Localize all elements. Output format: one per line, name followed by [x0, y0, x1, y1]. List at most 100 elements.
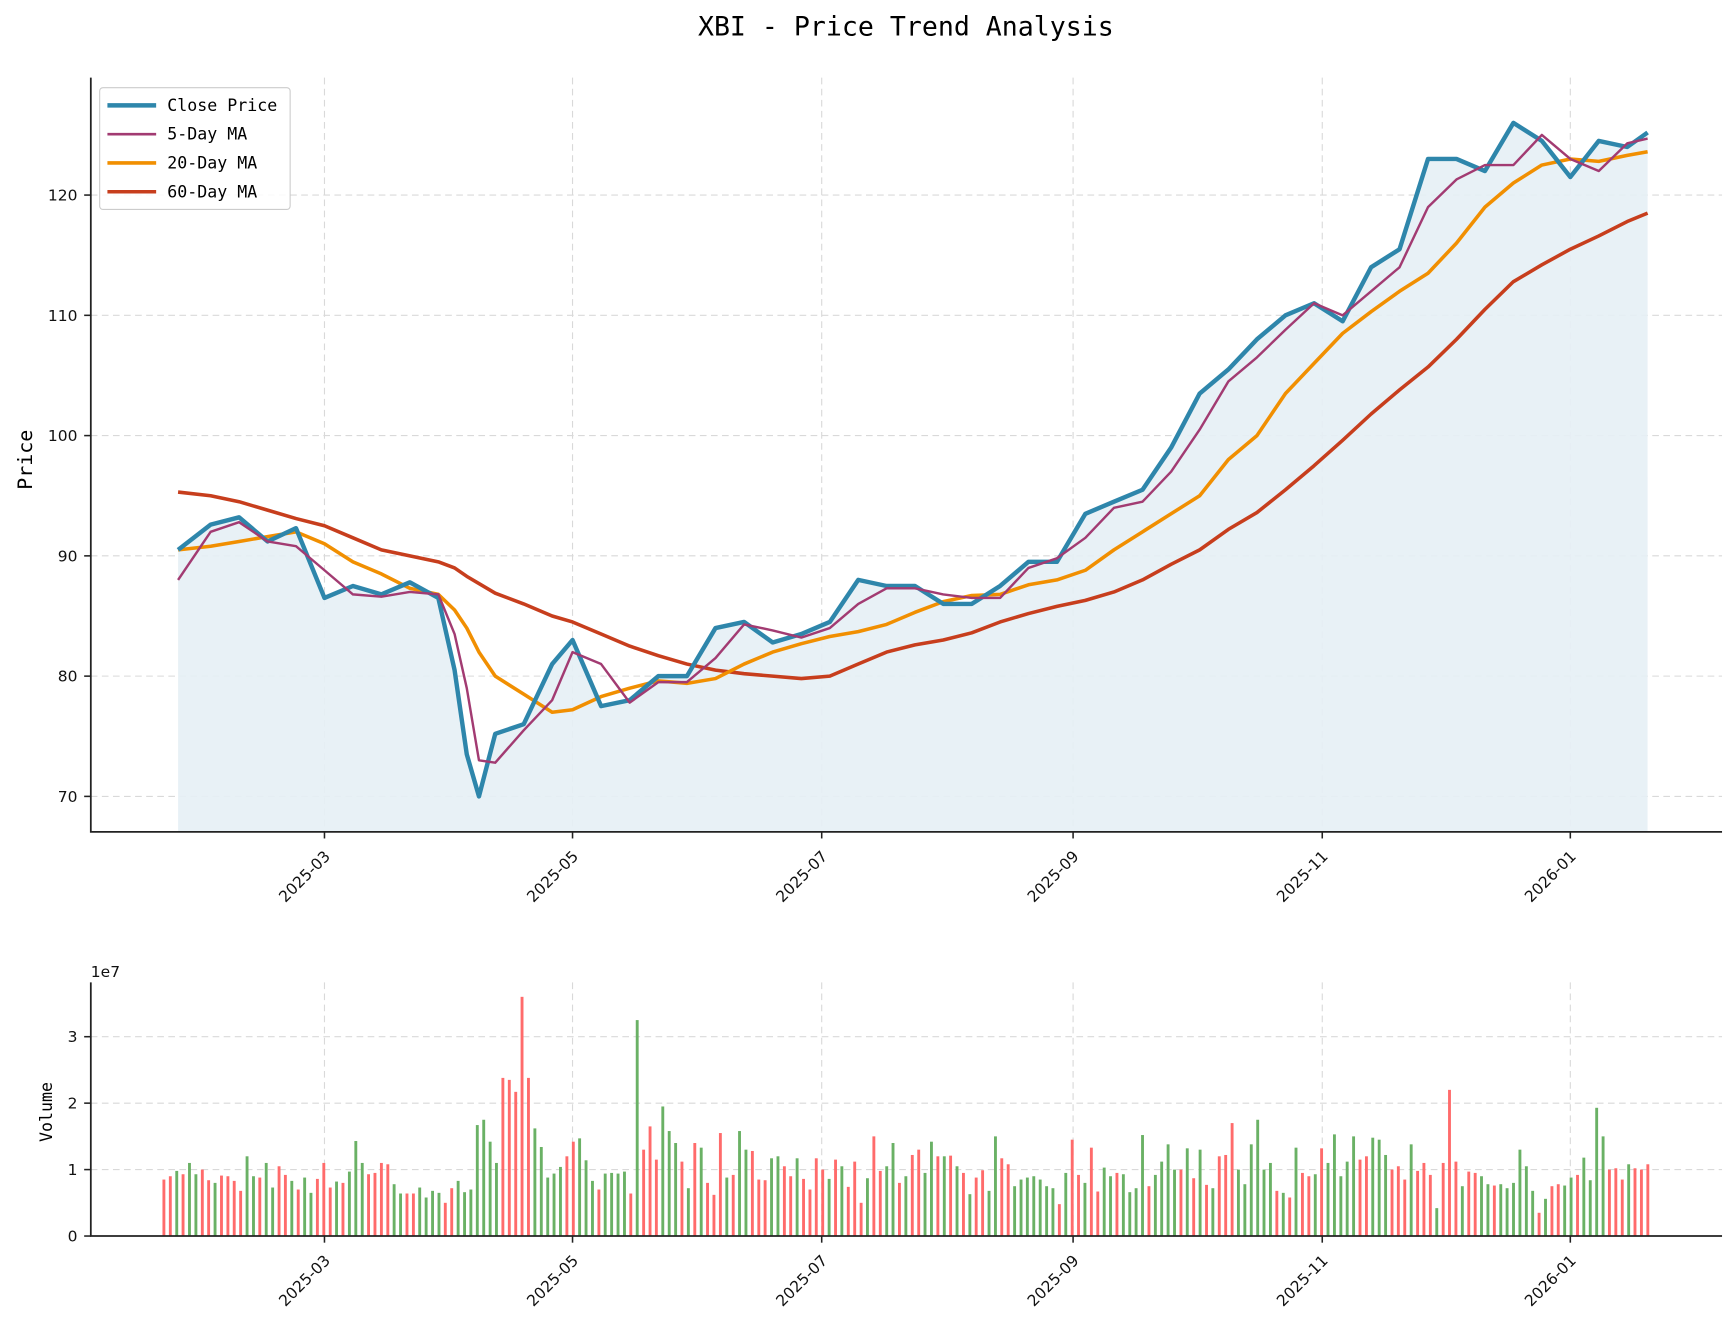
volume-bar — [571, 1141, 575, 1237]
y-tick-label: 90 — [58, 547, 78, 565]
volume-bar — [1326, 1162, 1330, 1237]
volume-bar — [987, 1190, 991, 1237]
volume-bar — [866, 1178, 869, 1237]
volume-offset-label: 1e7 — [91, 963, 120, 981]
volume-bar — [1249, 1144, 1253, 1237]
volume-bar — [175, 1170, 179, 1237]
volume-bar — [559, 1166, 562, 1237]
volume-bar — [789, 1176, 793, 1237]
volume-bar — [1051, 1188, 1055, 1237]
volume-bar — [648, 1126, 652, 1237]
y-tick-label: 110 — [48, 307, 78, 325]
volume-bar — [520, 996, 524, 1237]
y-tick-label: 0 — [68, 1228, 78, 1246]
volume-bar — [1268, 1162, 1272, 1237]
volume-bar — [539, 1146, 543, 1237]
volume-bar — [693, 1143, 697, 1237]
volume-bar — [1038, 1179, 1042, 1237]
volume-bar — [271, 1187, 275, 1237]
volume-bar — [1544, 1198, 1547, 1237]
volume-bar — [718, 1133, 722, 1237]
volume-y-label: Volume — [37, 1082, 56, 1142]
volume-bar — [1294, 1147, 1298, 1237]
volume-bar — [667, 1131, 671, 1237]
volume-bar — [501, 1077, 505, 1237]
volume-bar — [1109, 1176, 1112, 1237]
volume-bar — [942, 1156, 946, 1237]
volume-bar — [1173, 1169, 1176, 1237]
volume-bar — [213, 1182, 217, 1237]
volume-bar — [1025, 1177, 1029, 1237]
volume-bar — [514, 1091, 518, 1237]
volume-bar — [411, 1193, 415, 1237]
volume-bar — [565, 1156, 569, 1237]
volume-bar — [277, 1166, 281, 1237]
volume-bar — [220, 1175, 223, 1237]
volume-bar — [1403, 1179, 1407, 1237]
volume-bar — [1518, 1149, 1522, 1237]
volume-bar — [373, 1172, 377, 1237]
volume-bar — [1083, 1182, 1087, 1237]
volume-bar — [578, 1138, 582, 1237]
volume-bar — [367, 1174, 370, 1237]
volume-bar — [1505, 1188, 1509, 1237]
volume-bar — [1428, 1174, 1432, 1237]
volume-bar — [1588, 1180, 1592, 1237]
volume-bar — [379, 1162, 383, 1237]
volume-bar — [1486, 1184, 1490, 1237]
volume-bar — [686, 1188, 690, 1237]
volume-bar — [168, 1176, 172, 1237]
volume-bar — [328, 1187, 332, 1237]
volume-bar — [1032, 1176, 1036, 1237]
volume-bar — [405, 1193, 409, 1237]
volume-bar — [1115, 1172, 1119, 1237]
x-tick-label: 2026-01 — [1521, 847, 1580, 906]
volume-bar — [859, 1202, 863, 1237]
volume-bar — [386, 1164, 390, 1237]
volume-bar — [463, 1192, 467, 1237]
volume-bar — [1057, 1204, 1061, 1237]
volume-bars — [162, 996, 1650, 1237]
volume-bar — [469, 1189, 473, 1237]
volume-bar — [1550, 1186, 1554, 1237]
y-tick-label: 80 — [58, 668, 78, 686]
volume-bar — [552, 1173, 556, 1237]
volume-bar — [917, 1149, 921, 1237]
volume-bar — [795, 1158, 799, 1237]
price-y-ticks: 70 80 90 100 110 120 — [48, 187, 91, 806]
volume-bar — [443, 1202, 447, 1237]
legend-ma20-label: 20-Day MA — [167, 153, 257, 172]
volume-bar — [527, 1077, 530, 1237]
volume-bar — [610, 1172, 614, 1237]
volume-bar — [994, 1136, 997, 1237]
volume-bar — [482, 1119, 486, 1237]
volume-bar — [347, 1171, 351, 1237]
x-tick-label: 2025-03 — [275, 847, 334, 906]
volume-bar — [495, 1162, 498, 1237]
volume-bar — [507, 1079, 511, 1237]
volume-bar — [1473, 1172, 1477, 1237]
volume-bar — [1556, 1184, 1560, 1237]
volume-bar — [1320, 1148, 1324, 1237]
volume-bar — [1537, 1212, 1541, 1237]
volume-bar — [1639, 1169, 1643, 1237]
volume-bar — [1006, 1164, 1010, 1237]
volume-bar — [878, 1170, 882, 1237]
volume-bar — [1569, 1177, 1573, 1237]
volume-bar — [821, 1169, 825, 1237]
legend-close-label: Close Price — [167, 96, 277, 115]
volume-bar — [1205, 1184, 1208, 1237]
volume-bar — [1441, 1162, 1445, 1237]
volume-bar — [699, 1147, 703, 1237]
volume-bar — [335, 1181, 338, 1237]
volume-bar — [1134, 1188, 1138, 1237]
volume-bar — [629, 1193, 633, 1237]
volume-bar — [1300, 1172, 1304, 1237]
volume-bar — [827, 1178, 831, 1237]
volume-bar — [968, 1194, 972, 1237]
volume-bar — [1492, 1185, 1496, 1237]
volume-bar — [661, 1106, 665, 1237]
volume-bar — [1236, 1169, 1240, 1237]
volume-bar — [1064, 1172, 1068, 1237]
